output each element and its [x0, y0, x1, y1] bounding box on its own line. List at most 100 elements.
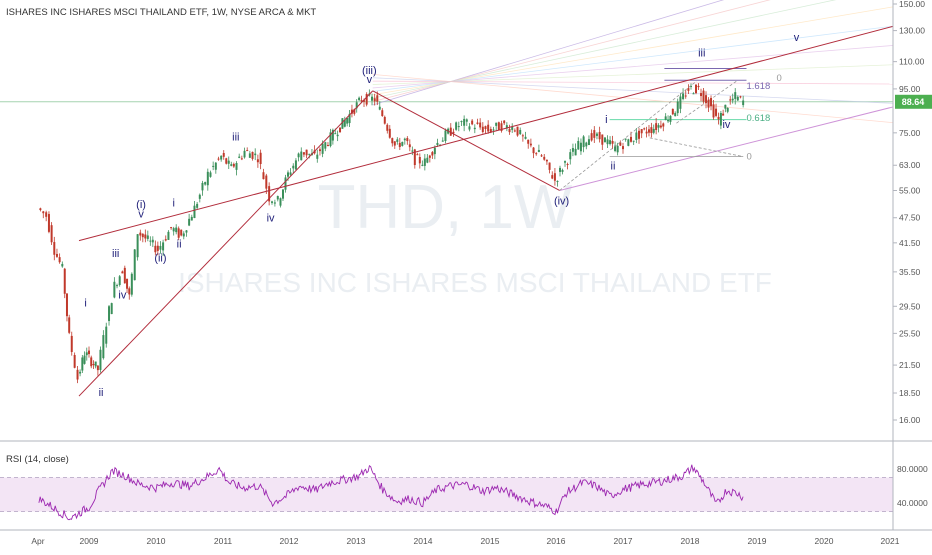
price-candle: [193, 205, 196, 219]
price-candle: [209, 172, 212, 177]
price-candle: [343, 120, 346, 127]
price-candle: [406, 138, 409, 142]
price-candle: [697, 85, 700, 88]
price-candle: [700, 93, 703, 97]
price-candle: [232, 163, 235, 167]
wave-label: iii: [112, 248, 119, 260]
price-candle: [182, 233, 185, 237]
price-candle: [657, 125, 660, 128]
price-candle: [396, 139, 399, 142]
price-candle: [393, 141, 396, 146]
last-price-tag: 88.64: [895, 94, 932, 109]
price-candle: [73, 354, 76, 368]
price-candle: [55, 253, 58, 257]
price-candle: [108, 306, 111, 321]
price-candle: [353, 109, 356, 114]
price-candle: [431, 152, 434, 156]
price-candle: [220, 155, 223, 160]
price-candle: [457, 126, 460, 128]
price-candle: [719, 113, 722, 126]
price-candle: [154, 245, 157, 253]
price-candle: [401, 141, 404, 146]
price-candle: [128, 288, 131, 295]
trend-line: [78, 90, 374, 397]
price-candle: [130, 273, 133, 295]
price-candle: [601, 134, 604, 145]
price-candle: [172, 228, 175, 232]
price-candle: [336, 134, 339, 137]
price-candle: [508, 128, 511, 133]
price-candle: [47, 214, 50, 232]
wave-label: iv: [267, 213, 275, 225]
price-candle: [585, 142, 588, 147]
price-candle: [463, 118, 466, 126]
price-candle: [113, 281, 116, 298]
price-candle: [715, 108, 718, 116]
price-candle: [659, 125, 662, 128]
fan-line: [372, 0, 725, 106]
price-candle: [118, 276, 121, 285]
price-candle: [460, 121, 463, 123]
price-candle: [102, 335, 105, 359]
price-candle: [722, 113, 725, 116]
y-tick-label: 95.00: [899, 84, 921, 94]
price-candle: [452, 131, 455, 134]
price-candle: [302, 152, 305, 155]
price-candle: [53, 242, 56, 255]
price-candle: [465, 119, 468, 122]
fan-line: [372, 73, 894, 124]
price-candle: [177, 228, 180, 238]
price-candle: [159, 245, 162, 250]
price-candle: [566, 164, 569, 166]
price-candle: [449, 127, 452, 136]
price-candle: [537, 149, 540, 153]
price-candle: [149, 240, 152, 242]
price-candle: [204, 182, 207, 185]
price-candle: [391, 138, 394, 144]
price-candle: [294, 160, 297, 170]
price-candle: [707, 99, 710, 108]
price-candle: [83, 355, 86, 364]
fib-label: 0.618: [746, 113, 770, 124]
wave-labels: iiiiiiiv(i)v(ii)iiiiiiiv(iii)v(iv)iiiiii…: [84, 32, 799, 399]
price-candle: [595, 133, 598, 136]
price-candle: [196, 203, 199, 208]
trend-lines: [78, 25, 894, 397]
price-candle: [217, 158, 220, 160]
price-candle: [551, 175, 554, 179]
price-candle: [164, 239, 167, 241]
price-candle: [590, 133, 593, 141]
price-candle: [587, 139, 590, 145]
price-candle: [553, 173, 556, 181]
price-candle: [484, 126, 487, 130]
price-candle: [170, 227, 173, 229]
price-candle: [571, 148, 574, 152]
watermark: THD, 1W ISHARES INC ISHARES MSCI THAILAN…: [178, 173, 772, 298]
price-candle: [58, 257, 61, 263]
trend-line: [372, 90, 560, 191]
price-candle: [376, 95, 379, 102]
price-candle: [527, 139, 530, 144]
price-candle: [240, 158, 243, 160]
price-candle: [650, 127, 653, 134]
price-candle: [201, 182, 204, 191]
channel-lines: [0, 0, 894, 191]
price-candle: [350, 109, 353, 114]
price-candle: [230, 164, 233, 166]
wave-label: v: [794, 32, 800, 44]
rsi-tick-label: 40.0000: [897, 498, 928, 508]
y-tick-label: 110.00: [899, 57, 925, 67]
price-candle: [355, 102, 358, 109]
wave-label: (i): [136, 199, 146, 211]
price-candle: [403, 138, 406, 141]
x-tick-label: 2019: [748, 536, 767, 546]
price-candle: [619, 142, 622, 146]
price-candle: [497, 122, 500, 131]
y-tick-label: 41.50: [899, 238, 921, 248]
y-tick-label: 21.50: [899, 360, 921, 370]
price-candle: [511, 126, 514, 130]
wave-label: i: [605, 114, 607, 126]
price-candle: [271, 201, 274, 203]
price-candle: [378, 106, 381, 110]
